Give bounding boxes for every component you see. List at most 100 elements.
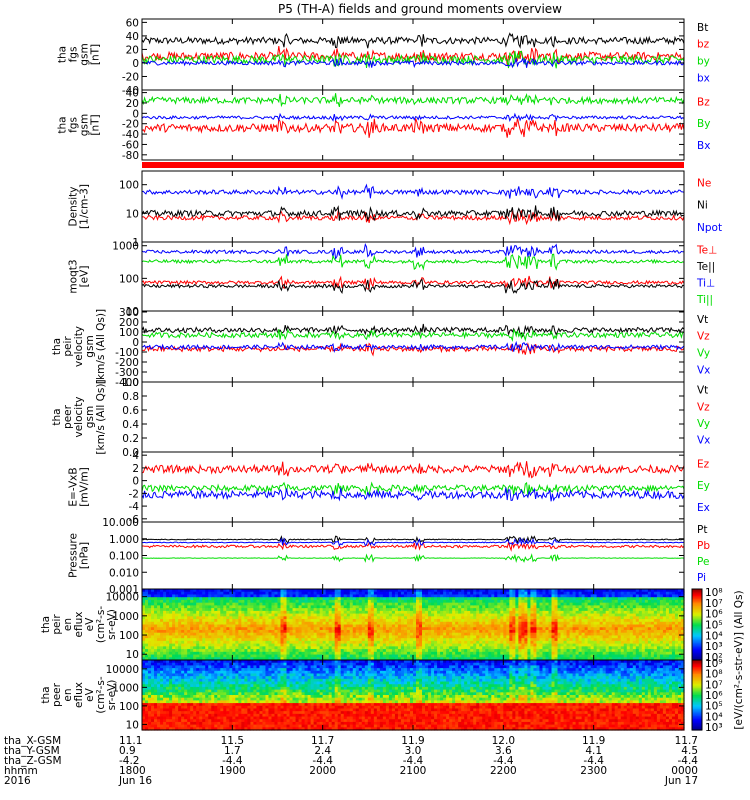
spectrogram-cell <box>593 651 598 656</box>
spectrogram-cell <box>425 629 429 634</box>
spectrogram-cell <box>428 627 432 631</box>
spectrogram-cell <box>361 654 366 658</box>
spectrogram-cell <box>506 638 510 642</box>
spectrogram-cell <box>358 624 363 628</box>
spectrogram-cell <box>190 597 194 601</box>
spectrogram-cell <box>301 608 306 612</box>
spectrogram-cell <box>416 657 420 661</box>
spectrogram-cell <box>199 599 203 604</box>
spectrogram-cell <box>668 632 673 637</box>
spectrogram-cell <box>142 629 146 634</box>
spectrogram-cell <box>581 591 586 596</box>
spectrogram-cell <box>545 646 550 650</box>
spectrogram-cell <box>331 629 336 634</box>
ytick-label: -20 <box>122 119 139 131</box>
spectrogram-cell <box>641 610 646 615</box>
spectrogram-cell <box>644 657 649 661</box>
spectrogram-cell <box>148 627 152 631</box>
spectrogram-cell <box>151 594 155 598</box>
spectrogram-cell <box>443 638 447 642</box>
spectrogram-cell <box>280 651 285 656</box>
spectrogram-cell <box>665 649 670 653</box>
spectrogram-cell <box>602 629 607 634</box>
spectrogram-cell <box>289 649 294 653</box>
spectrogram-cell <box>379 610 384 615</box>
spectrogram-cell <box>316 610 321 615</box>
spectrogram-cell <box>473 635 477 639</box>
spectrogram-cell <box>476 608 480 612</box>
spectrogram-cell <box>340 640 345 645</box>
spectrogram-cell <box>376 643 381 647</box>
spectrogram-cell <box>515 621 519 626</box>
spectrogram-cell <box>259 591 264 596</box>
spectrogram-cell <box>413 651 417 656</box>
spectrogram-cell <box>494 654 498 658</box>
spectrogram-cell <box>656 599 661 604</box>
spectrogram-cell <box>154 646 158 650</box>
spectrogram-cell <box>485 599 489 604</box>
spectrogram-cell <box>653 624 658 628</box>
spectrogram-cell <box>160 651 164 656</box>
spectrogram-cell <box>295 629 300 634</box>
spectrogram-cell <box>304 621 309 626</box>
spectrogram-cell <box>364 646 369 650</box>
spectrogram-cell <box>590 597 595 601</box>
spectrogram-cell <box>193 635 197 639</box>
spectrogram-cell <box>340 613 345 617</box>
spectrogram-cell <box>587 627 592 631</box>
spectrogram-cell <box>518 657 522 661</box>
ytick-label: 20 <box>126 98 139 110</box>
spectrogram-cell <box>325 624 330 628</box>
spectrogram-cell <box>193 616 197 620</box>
spectrogram-cell <box>437 627 441 631</box>
spectrogram-cell <box>226 643 230 647</box>
spectrogram-cell <box>352 657 357 661</box>
spectrogram-cell <box>491 651 495 656</box>
spectrogram-cell <box>199 613 203 617</box>
spectrogram-cell <box>482 610 486 615</box>
spectrogram-cell <box>656 643 661 647</box>
spectrogram-cell <box>602 613 607 617</box>
spectrogram-cell <box>635 629 640 634</box>
spectrogram-cell <box>334 657 339 661</box>
spectrogram-cell <box>542 602 547 606</box>
spectrogram-cell <box>256 621 261 626</box>
spectrogram-cell <box>181 602 185 606</box>
spectrogram-cell <box>181 627 185 631</box>
spectrogram-cell <box>259 654 264 658</box>
spectrogram-cell <box>503 597 507 601</box>
spectrogram-cell <box>379 643 384 647</box>
spectrogram-cell <box>569 632 574 637</box>
spectrogram-cell <box>548 651 553 656</box>
spectrogram-cell <box>208 613 212 617</box>
spectrogram-cell <box>494 619 498 623</box>
spectrogram-cell <box>325 594 330 598</box>
spectrogram-cell <box>355 629 360 634</box>
spectrogram-cell <box>659 616 664 620</box>
spectrogram-cell <box>190 616 194 620</box>
spectrogram-cell <box>274 646 279 650</box>
spectrogram-cell <box>397 610 402 615</box>
spectrogram-cell <box>530 635 535 639</box>
spectrogram-cell <box>461 619 465 623</box>
spectrogram-cell <box>653 597 658 601</box>
spectrogram-cell <box>482 594 486 598</box>
spectrogram-cell <box>349 640 354 645</box>
spectrogram-cell <box>325 610 330 615</box>
spectrogram-cell <box>319 635 324 639</box>
spectrogram-cell <box>572 646 577 650</box>
spectrogram-cell <box>235 619 239 623</box>
spectrogram-cell <box>157 613 161 617</box>
spectrogram-cell <box>530 594 535 598</box>
spectrogram-cell <box>575 597 580 601</box>
spectrogram-cell <box>307 608 312 612</box>
spectrogram-cell <box>370 649 375 653</box>
legend-by: by <box>697 56 710 68</box>
spectrogram-cell <box>178 635 182 639</box>
spectrogram-cell <box>455 635 459 639</box>
spectrogram-cell <box>557 649 562 653</box>
spectrogram-cell <box>524 651 529 656</box>
spectrogram-cell <box>653 657 658 661</box>
spectrogram-cell <box>346 608 351 612</box>
spectrogram-cell <box>671 643 676 647</box>
